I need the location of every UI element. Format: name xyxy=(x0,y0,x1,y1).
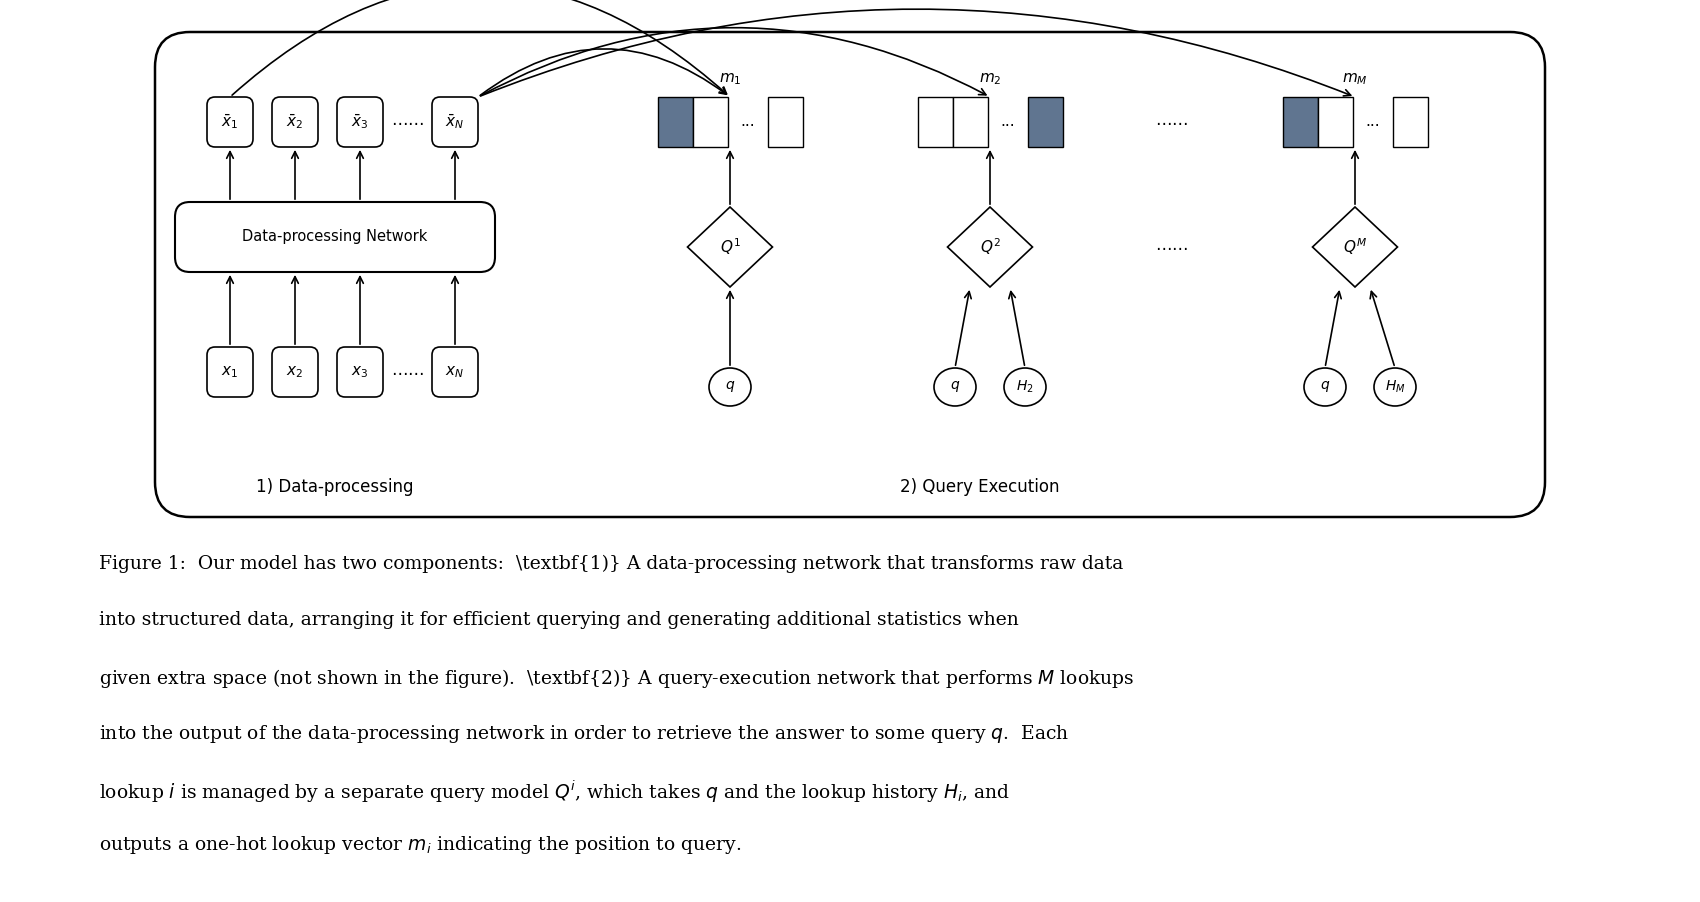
Text: $\cdots\cdots$: $\cdots\cdots$ xyxy=(1156,238,1188,256)
Polygon shape xyxy=(687,207,772,287)
Ellipse shape xyxy=(1374,368,1416,406)
Bar xyxy=(1027,97,1062,147)
Text: outputs a one-hot lookup vector $m_i$ indicating the position to query.: outputs a one-hot lookup vector $m_i$ in… xyxy=(99,834,741,856)
Bar xyxy=(692,97,728,147)
Text: $\cdots\cdots$: $\cdots\cdots$ xyxy=(391,113,425,131)
Bar xyxy=(658,97,692,147)
Bar xyxy=(1318,97,1353,147)
FancyBboxPatch shape xyxy=(337,97,382,147)
Text: 1) Data-processing: 1) Data-processing xyxy=(257,478,413,496)
Text: $q$: $q$ xyxy=(724,380,734,394)
Text: ...: ... xyxy=(1000,115,1015,130)
Text: $\cdots\cdots$: $\cdots\cdots$ xyxy=(1156,113,1188,131)
Text: ...: ... xyxy=(740,115,755,130)
Text: $H_2$: $H_2$ xyxy=(1017,379,1034,395)
FancyBboxPatch shape xyxy=(272,97,318,147)
Text: ...: ... xyxy=(1365,115,1380,130)
Bar xyxy=(1282,97,1318,147)
Polygon shape xyxy=(947,207,1032,287)
Text: $m_1$: $m_1$ xyxy=(719,71,741,87)
Bar xyxy=(918,97,952,147)
Text: $m_2$: $m_2$ xyxy=(979,71,1001,87)
Text: $\cdots\cdots$: $\cdots\cdots$ xyxy=(391,363,425,381)
Text: $x_1$: $x_1$ xyxy=(221,364,238,380)
Text: lookup $i$ is managed by a separate query model $Q^i$, which takes $q$ and the l: lookup $i$ is managed by a separate quer… xyxy=(99,778,1010,805)
Polygon shape xyxy=(1312,207,1397,287)
Text: $\bar{x}_N$: $\bar{x}_N$ xyxy=(445,113,464,132)
FancyBboxPatch shape xyxy=(432,97,478,147)
Text: $x_N$: $x_N$ xyxy=(445,364,464,380)
Text: $H_M$: $H_M$ xyxy=(1386,379,1406,395)
FancyBboxPatch shape xyxy=(337,347,382,397)
FancyBboxPatch shape xyxy=(272,347,318,397)
Bar xyxy=(952,97,988,147)
Ellipse shape xyxy=(1304,368,1346,406)
Text: $m_M$: $m_M$ xyxy=(1341,71,1368,87)
Text: $x_2$: $x_2$ xyxy=(287,364,304,380)
Bar xyxy=(1392,97,1428,147)
Text: $q$: $q$ xyxy=(1319,380,1329,394)
FancyBboxPatch shape xyxy=(207,97,253,147)
FancyBboxPatch shape xyxy=(155,32,1545,517)
Text: into structured data, arranging it for efficient querying and generating additio: into structured data, arranging it for e… xyxy=(99,611,1018,629)
FancyBboxPatch shape xyxy=(432,347,478,397)
Text: $\bar{x}_3$: $\bar{x}_3$ xyxy=(352,113,369,132)
Text: Data-processing Network: Data-processing Network xyxy=(243,229,428,244)
Text: $x_3$: $x_3$ xyxy=(352,364,369,380)
Ellipse shape xyxy=(933,368,976,406)
Text: 2) Query Execution: 2) Query Execution xyxy=(901,478,1059,496)
FancyBboxPatch shape xyxy=(207,347,253,397)
Text: $\bar{x}_2$: $\bar{x}_2$ xyxy=(286,113,304,132)
Text: into the output of the data-processing network in order to retrieve the answer t: into the output of the data-processing n… xyxy=(99,723,1069,744)
FancyBboxPatch shape xyxy=(175,202,495,272)
Ellipse shape xyxy=(709,368,751,406)
Ellipse shape xyxy=(1005,368,1046,406)
Text: $Q^2$: $Q^2$ xyxy=(979,236,1000,257)
Text: $q$: $q$ xyxy=(950,380,960,394)
Text: $Q^M$: $Q^M$ xyxy=(1343,236,1367,257)
Text: $\bar{x}_1$: $\bar{x}_1$ xyxy=(221,113,238,132)
Text: Figure 1:  Our model has two components:  \textbf{1)} A data-processing network : Figure 1: Our model has two components: … xyxy=(99,555,1122,573)
Bar xyxy=(767,97,802,147)
Text: given extra space (not shown in the figure).  \textbf{2)} A query-execution netw: given extra space (not shown in the figu… xyxy=(99,667,1134,689)
Text: $Q^1$: $Q^1$ xyxy=(719,236,741,257)
